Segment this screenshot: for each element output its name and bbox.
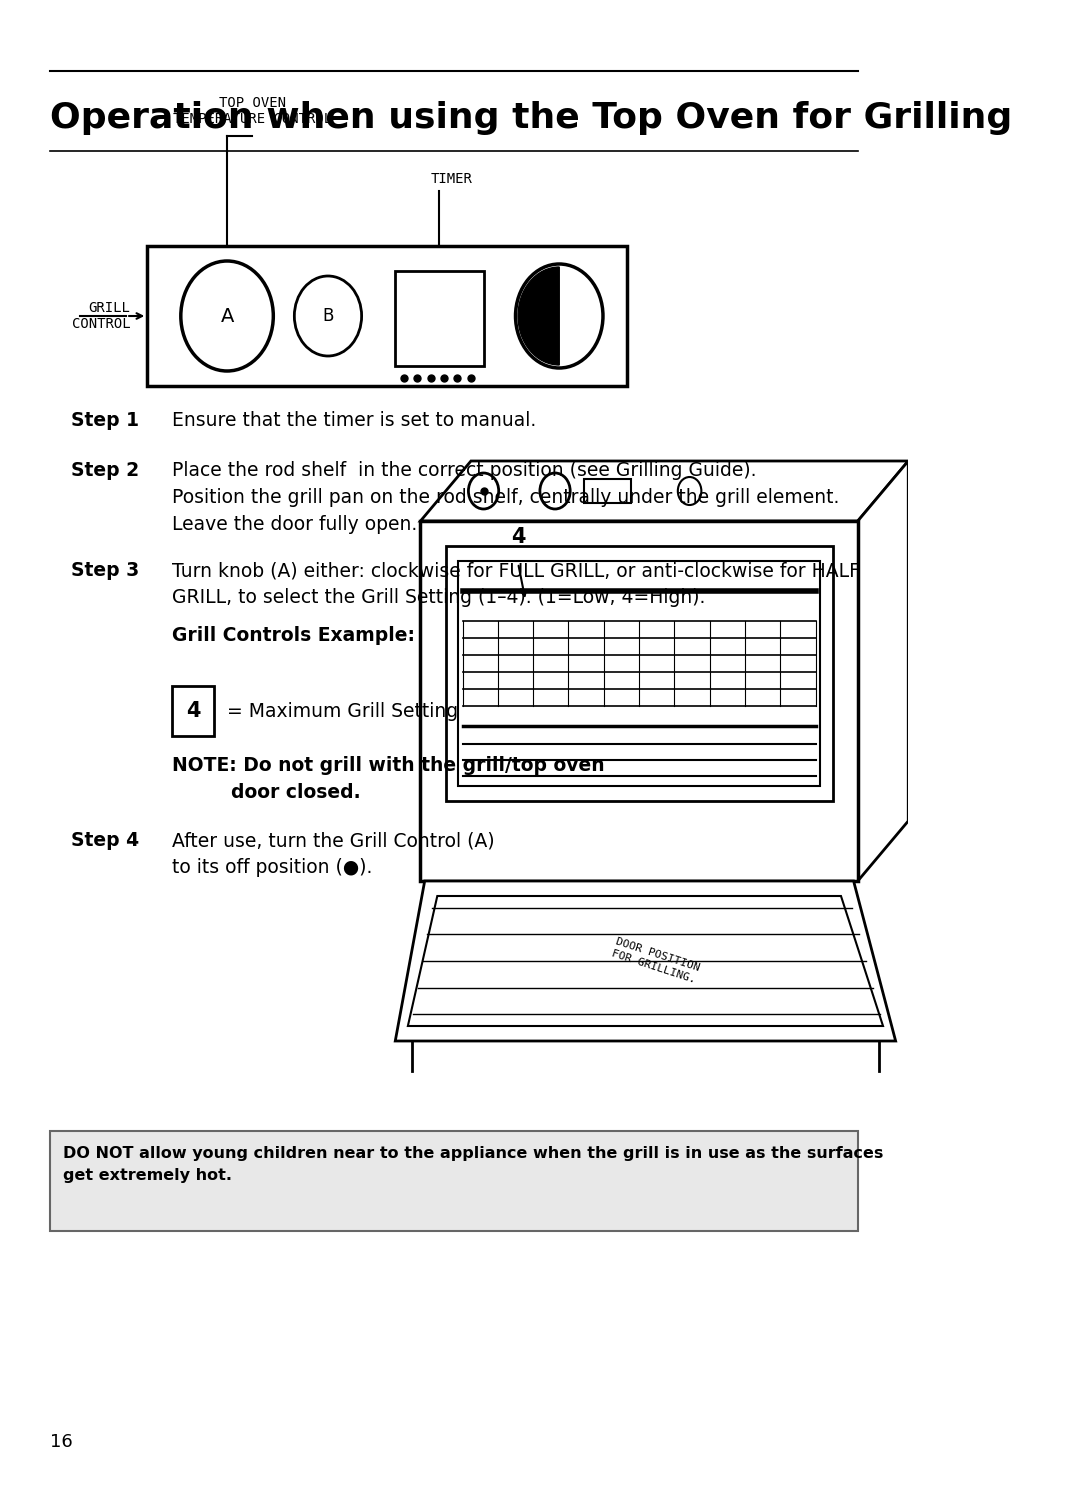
Text: After use, turn the Grill Control (A): After use, turn the Grill Control (A)	[173, 832, 495, 850]
Text: 16: 16	[51, 1433, 73, 1451]
Text: Step 3: Step 3	[71, 561, 139, 579]
Bar	[395, 272, 484, 366]
Wedge shape	[518, 267, 559, 365]
Text: 4: 4	[511, 527, 525, 546]
Text: DO NOT allow young children near to the appliance when the grill is in use as th: DO NOT allow young children near to the …	[63, 1145, 883, 1183]
Bar	[420, 521, 858, 881]
Text: DOOR POSITION
FOR GRILLING.: DOOR POSITION FOR GRILLING.	[611, 937, 701, 985]
Polygon shape	[395, 881, 895, 1042]
Bar	[173, 686, 215, 735]
Bar	[458, 561, 820, 787]
Bar	[584, 479, 631, 503]
Text: NOTE: Do not grill with the grill/top oven: NOTE: Do not grill with the grill/top ov…	[173, 757, 605, 775]
Circle shape	[515, 264, 603, 368]
Text: Turn knob (A) either: clockwise for FULL GRILL, or anti-clockwise for HALF: Turn knob (A) either: clockwise for FULL…	[173, 561, 861, 579]
Polygon shape	[420, 461, 908, 521]
Text: Place the rod shelf  in the correct position (see Grilling Guide).: Place the rod shelf in the correct posit…	[173, 461, 757, 480]
Text: = Maximum Grill Setting: = Maximum Grill Setting	[227, 701, 458, 720]
Text: B: B	[322, 308, 334, 326]
Circle shape	[469, 473, 499, 509]
Text: GRILL, to select the Grill Setting (1–4). (1=Low, 4=High).: GRILL, to select the Grill Setting (1–4)…	[173, 588, 705, 606]
Text: Operation when using the Top Oven for Grilling: Operation when using the Top Oven for Gr…	[51, 101, 1013, 135]
Bar	[147, 246, 626, 386]
Text: Grill Controls Example:: Grill Controls Example:	[173, 626, 416, 645]
Circle shape	[540, 473, 570, 509]
Text: TOP OVEN
TEMPERATURE CONTROL: TOP OVEN TEMPERATURE CONTROL	[173, 96, 332, 126]
Text: GRILL
CONTROL: GRILL CONTROL	[71, 300, 131, 332]
FancyBboxPatch shape	[51, 1130, 858, 1231]
Bar	[496, 510, 540, 563]
Bar	[446, 546, 833, 802]
Text: Step 4: Step 4	[71, 832, 139, 850]
Circle shape	[678, 477, 701, 504]
Text: Leave the door fully open.: Leave the door fully open.	[173, 515, 418, 534]
Text: Position the grill pan on the rod shelf, centrally under the grill element.: Position the grill pan on the rod shelf,…	[173, 488, 840, 507]
Text: Step 2: Step 2	[71, 461, 139, 480]
Text: 4: 4	[186, 701, 201, 720]
Text: A: A	[220, 306, 233, 326]
Circle shape	[295, 276, 362, 356]
Text: door closed.: door closed.	[231, 784, 361, 802]
Text: to its off position (●).: to its off position (●).	[173, 859, 373, 877]
Text: Ensure that the timer is set to manual.: Ensure that the timer is set to manual.	[173, 411, 537, 429]
Text: Step 1: Step 1	[71, 411, 139, 429]
Polygon shape	[858, 461, 908, 881]
Circle shape	[180, 261, 273, 371]
Text: TIMER: TIMER	[431, 173, 473, 186]
